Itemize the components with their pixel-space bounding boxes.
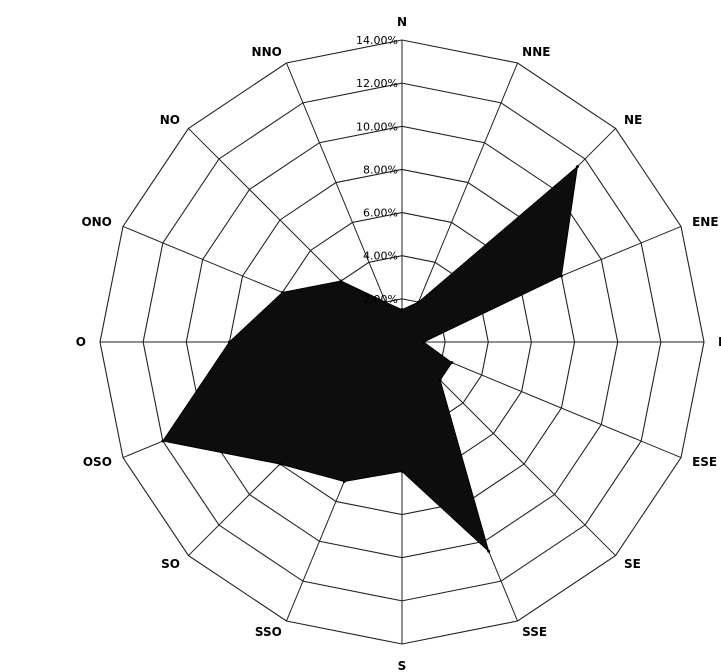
data-point-ene — [559, 274, 563, 278]
direction-label-layer: N NNE NE ENE E ESE SE SSE S SSO SO OSO O ONO NO NNO — [76, 15, 721, 672]
ring-label-5: 10.00% — [356, 120, 398, 133]
direction-label-nne: NNE — [522, 45, 550, 59]
data-point-so — [278, 462, 282, 466]
data-point-oso — [161, 439, 165, 443]
ring-label-7: 14.00% — [356, 34, 398, 47]
data-point-ne — [575, 165, 579, 169]
data-point-se — [438, 378, 442, 382]
data-point-o — [227, 340, 231, 344]
ring-label-1: 2.00% — [363, 293, 398, 306]
data-point-nne — [417, 300, 421, 304]
direction-label-ene: ENE — [692, 215, 718, 229]
direction-label-sso: SSO — [255, 625, 282, 639]
series-area — [162, 165, 579, 553]
data-point-sso — [342, 480, 346, 484]
direction-label-no: NO — [160, 113, 180, 127]
ring-label-6: 12.00% — [356, 77, 398, 90]
direction-label-sse: SSE — [522, 625, 547, 639]
direction-label-so: SO — [161, 557, 180, 571]
direction-label-ono: ONO — [81, 215, 111, 229]
ring-label-4: 8.00% — [363, 163, 398, 176]
data-point-ono — [280, 290, 284, 294]
data-point-n — [400, 308, 404, 312]
direction-label-o: O — [76, 335, 86, 349]
data-point-e — [422, 340, 426, 344]
data-point-ese — [450, 361, 454, 365]
data-point-s — [400, 469, 404, 473]
direction-label-s: S — [398, 659, 407, 672]
direction-label-ese: ESE — [692, 455, 717, 469]
spoke-nne — [401, 62, 519, 343]
direction-label-e: E — [718, 335, 721, 349]
ring-label-3: 6.00% — [363, 207, 398, 220]
direction-label-nno: NNO — [252, 45, 282, 59]
direction-label-ne: NE — [624, 113, 642, 127]
data-point-no — [339, 279, 343, 283]
ring-label-2: 4.00% — [363, 250, 398, 263]
spoke-nno — [285, 62, 403, 343]
direction-label-se: SE — [624, 557, 641, 571]
data-layer — [161, 165, 579, 553]
direction-label-n: N — [397, 15, 407, 29]
direction-label-oso: OSO — [83, 455, 112, 469]
data-point-sse — [487, 549, 491, 553]
ring-label-layer: 2.00% 4.00% 6.00% 8.00% 10.00% 12.00% 14.00% — [356, 34, 398, 306]
data-point-nno — [383, 300, 387, 304]
